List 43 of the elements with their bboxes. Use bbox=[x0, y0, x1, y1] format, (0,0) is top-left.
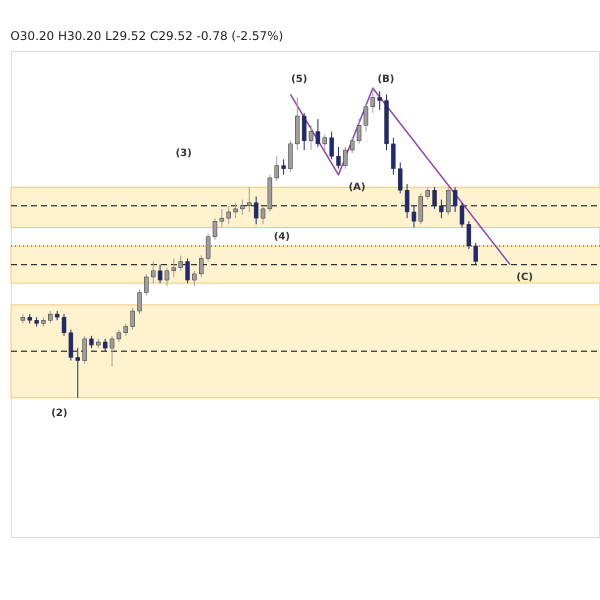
candlestick bbox=[164, 267, 170, 287]
text: (2) bbox=[51, 408, 68, 420]
candlestick bbox=[274, 156, 279, 182]
candlestick bbox=[322, 134, 328, 151]
chart-subtitle: O30.20 H30.20 L29.52 C29.52 -0.78 (-2.57%) bbox=[10, 29, 284, 43]
candlestick bbox=[192, 270, 197, 287]
text: (B) bbox=[378, 74, 394, 85]
candlestick bbox=[137, 288, 142, 315]
annotation: (A) bbox=[348, 182, 366, 194]
text: (C) bbox=[516, 272, 533, 283]
candlestick bbox=[20, 314, 26, 324]
candlestick bbox=[370, 88, 376, 114]
candlestick bbox=[144, 273, 149, 296]
candlestick bbox=[350, 137, 354, 154]
candlestick bbox=[308, 124, 314, 151]
candlestick bbox=[34, 316, 39, 328]
candlestick bbox=[62, 314, 66, 336]
candlestick bbox=[398, 162, 402, 194]
candlestick bbox=[206, 233, 210, 262]
candlestick bbox=[41, 316, 46, 328]
candlestick bbox=[96, 338, 101, 349]
annotation: (4) bbox=[274, 232, 290, 243]
candlestick bbox=[281, 158, 286, 176]
candlestick bbox=[116, 329, 122, 342]
candlestick bbox=[377, 90, 382, 110]
candlestick bbox=[124, 322, 128, 336]
annotation: (3) bbox=[176, 148, 192, 160]
candlestick bbox=[316, 118, 320, 148]
candlestick bbox=[89, 335, 94, 349]
candlestick bbox=[54, 310, 60, 321]
candlestick bbox=[212, 218, 218, 240]
candlestick bbox=[48, 310, 53, 324]
candlestick bbox=[27, 314, 32, 324]
text: (5) bbox=[291, 74, 308, 85]
candlestick bbox=[466, 220, 472, 250]
candlestick bbox=[329, 130, 334, 160]
candlestick bbox=[220, 208, 224, 228]
candlestick bbox=[343, 146, 348, 170]
candlestick bbox=[364, 103, 368, 132]
candlestick bbox=[425, 186, 430, 200]
candlestick bbox=[336, 146, 341, 170]
candlestick bbox=[130, 307, 135, 330]
candlestick bbox=[356, 118, 362, 144]
